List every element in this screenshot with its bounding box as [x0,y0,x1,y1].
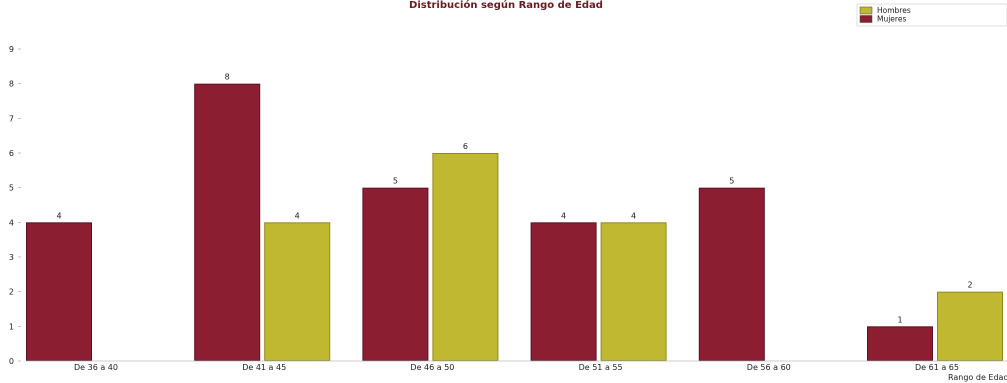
bars-group [26,83,1003,362]
bar-mujeres [26,222,92,361]
bar-hombres [264,222,331,361]
legend-label-mujeres: Mujeres [877,15,906,24]
chart-title: Distribución según Rango de Edad [409,0,603,11]
x-axis: De 36 a 40 De 41 a 45 De 46 a 50 De 51 a 55… [26,360,1007,372]
bar-hombres [937,291,1003,361]
legend-box [856,3,1007,27]
legend-label-hombres: Hombres [877,6,911,15]
bar-mujeres [867,326,933,362]
bar-mujeres [698,187,765,361]
x-tick-label: De 46 a 50 [410,363,454,372]
bar-hombres [432,153,499,361]
legend-swatch-hombres [859,6,873,15]
y-tick-label: 5 [9,184,14,193]
x-tick-label: De 36 a 40 [74,363,118,372]
y-axis: 0 1 2 3 4 5 6 7 8 9 [9,45,21,366]
data-labels-group: 4 8 4 5 6 4 4 5 1 2 [56,73,972,325]
y-tick-label: 3 [9,253,14,262]
data-label: 4 [561,211,566,220]
y-tick-label: 1 [9,322,14,331]
bar-hombres [600,222,667,361]
data-label: 5 [729,177,734,186]
y-tick-label: 4 [9,218,14,227]
legend-swatch-mujeres [859,15,873,23]
data-label: 6 [463,142,468,151]
y-tick-label: 0 [9,357,14,366]
data-label: 4 [56,211,61,220]
x-axis-title: Rango de Edad [948,373,1007,382]
bar-mujeres [362,187,429,361]
y-tick-label: 9 [9,45,14,54]
x-tick-label: De 41 a 45 [242,363,286,372]
y-tick-label: 2 [9,288,14,297]
x-tick-label: De 56 a 60 [747,363,791,372]
bar-mujeres [530,222,597,361]
bar-mujeres [194,83,261,362]
data-label: 2 [967,281,972,290]
x-tick-label: De 61 a 65 [915,363,959,372]
data-label: 5 [393,177,398,186]
x-tick-label: De 51 a 55 [579,363,623,372]
data-label: 4 [295,211,300,220]
y-tick-label: 7 [9,114,14,123]
y-tick-label: 6 [9,149,14,158]
y-tick-label: 8 [9,80,14,89]
data-label: 4 [631,211,636,220]
data-label: 8 [225,73,230,82]
data-label: 1 [897,315,902,324]
